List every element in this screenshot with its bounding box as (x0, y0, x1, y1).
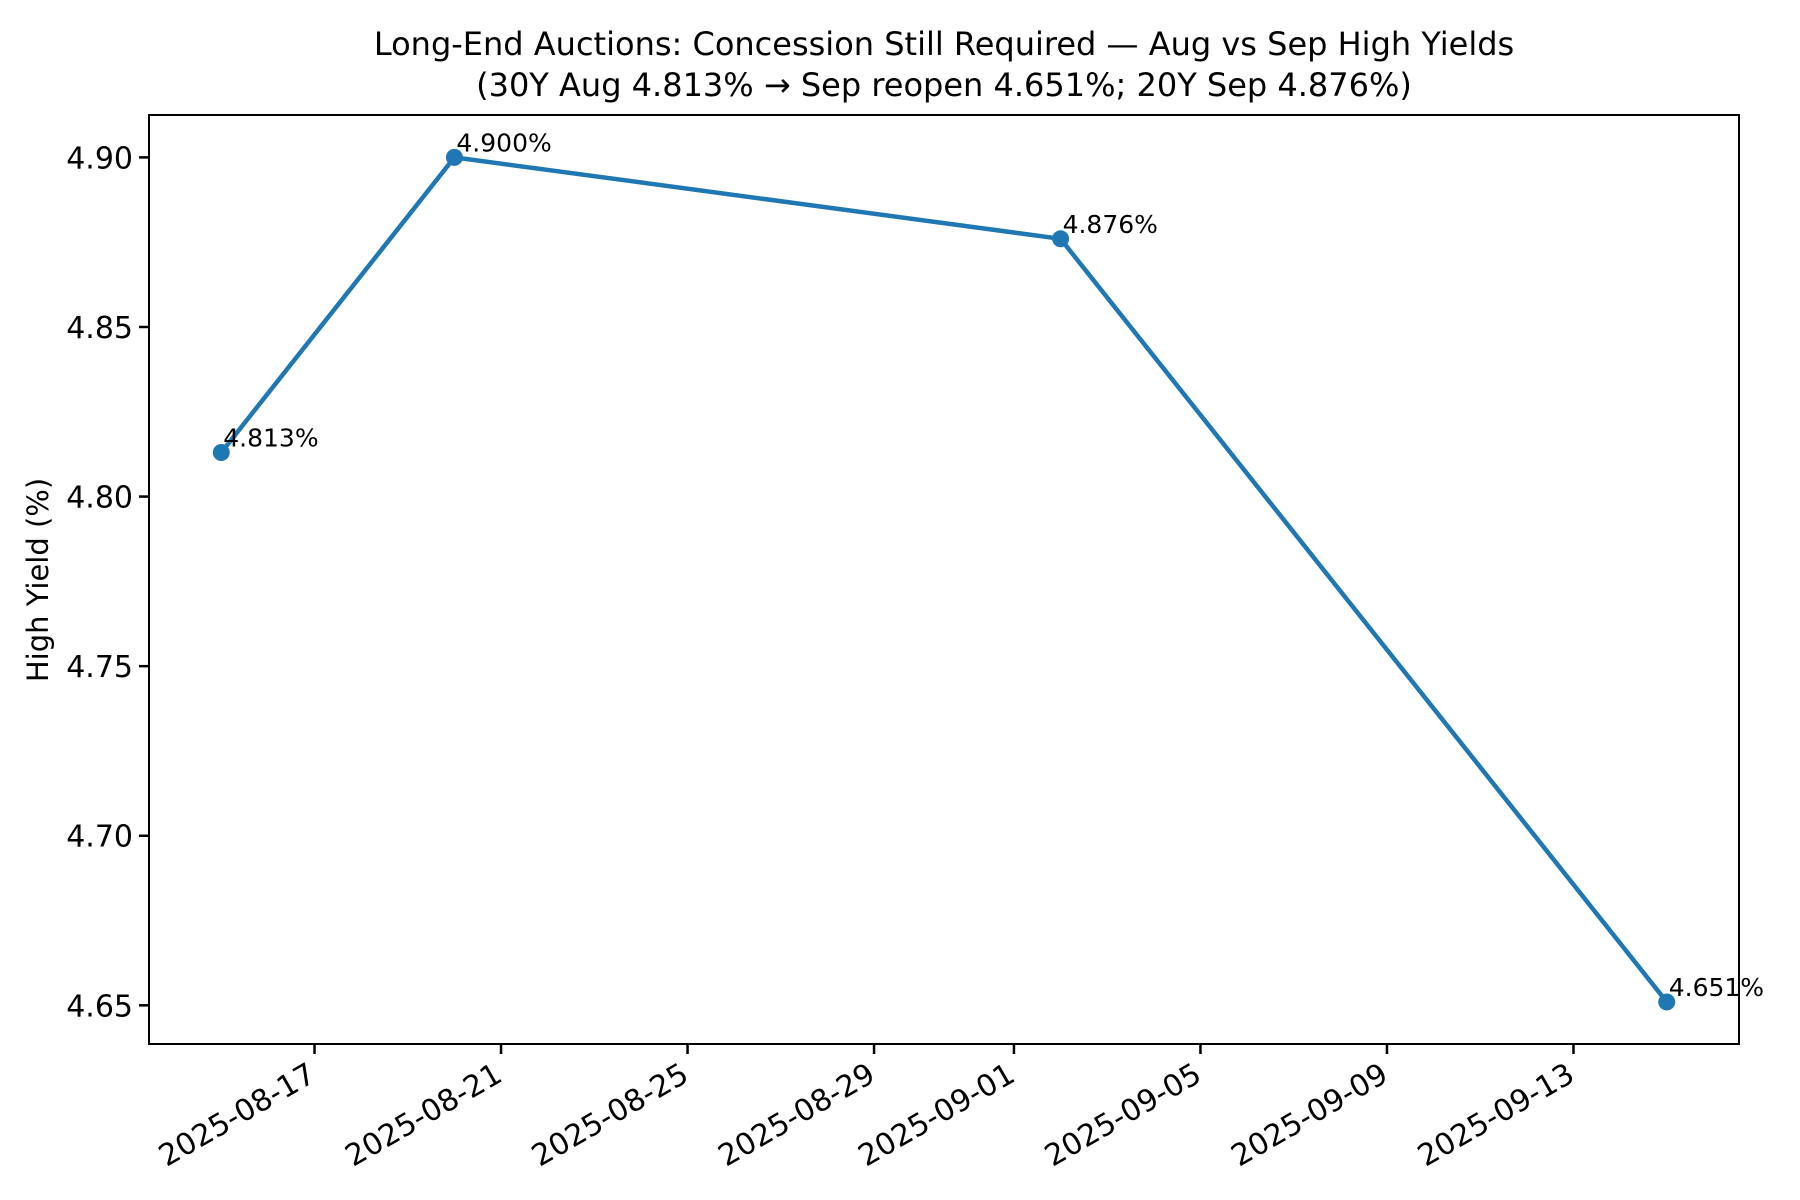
point-label: 4.900% (456, 128, 551, 157)
plot-border (148, 114, 1740, 1045)
data-point (212, 443, 230, 461)
point-label: 4.813% (223, 423, 318, 452)
point-label: 4.876% (1063, 210, 1158, 239)
y-tick-label: 4.90 (66, 141, 133, 176)
y-tick-label: 4.75 (66, 650, 133, 685)
point-label: 4.651% (1669, 973, 1764, 1002)
chart-title: Long-End Auctions: Concession Still Requ… (374, 25, 1514, 63)
chart-subtitle: (30Y Aug 4.813% → Sep reopen 4.651%; 20Y… (476, 66, 1412, 104)
y-tick-label: 4.80 (66, 481, 133, 516)
data-point (445, 148, 463, 166)
y-tick-label: 4.85 (66, 311, 133, 346)
y-axis-label: High Yield (%) (21, 478, 55, 682)
y-tick-label: 4.65 (66, 989, 133, 1024)
y-tick-label: 4.70 (66, 820, 133, 855)
data-point (1658, 993, 1676, 1011)
data-point (1052, 230, 1070, 248)
series-line (219, 155, 1669, 1005)
